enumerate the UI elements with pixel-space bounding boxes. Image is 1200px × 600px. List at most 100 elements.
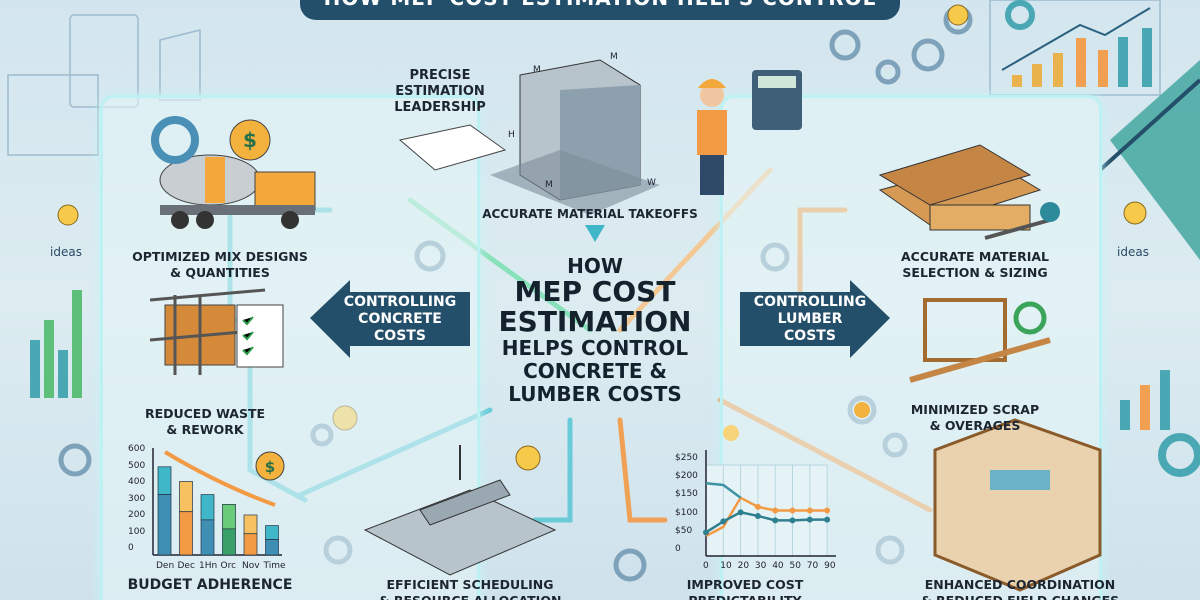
x-tick-label: Nov (242, 561, 260, 571)
data-point (754, 503, 761, 510)
center-title-line5: CONCRETE & (523, 359, 667, 383)
svg-text:$: $ (243, 128, 257, 152)
dollar-coin-icons: $ (255, 402, 870, 481)
controlling-lumber-arrow (740, 280, 890, 358)
blueprint-icon (398, 124, 507, 171)
label-precise-estimation: PRECISE ESTIMATION LEADERSHIP (394, 68, 486, 115)
data-point (772, 507, 779, 514)
bar-upper (265, 525, 279, 540)
budget-bar-chart (152, 448, 282, 556)
y-tick-label: $100 (675, 507, 698, 518)
x-tick-label: 10 (720, 561, 732, 571)
engineer-icon (697, 79, 727, 195)
center-title-how: HOW (567, 254, 623, 278)
data-point (772, 517, 779, 524)
bar-upper (222, 504, 236, 530)
y-tick-label: $250 (675, 453, 698, 463)
dim-m2: M (610, 52, 618, 62)
label-cost-predictability: IMPROVED COST PREDICTABILITY (686, 577, 804, 600)
y-tick-label: 300 (128, 493, 146, 504)
x-tick-label: Time (263, 561, 286, 571)
x-tick-label: 20 (737, 561, 750, 571)
bar-upper (243, 514, 258, 535)
ideas-label-right: ideas (1117, 245, 1149, 259)
svg-text:$: $ (265, 458, 275, 476)
concrete-mixer-truck-icon (159, 154, 316, 229)
x-tick-label: 70 (806, 561, 819, 571)
center-title-line4: HELPS CONTROL (501, 336, 689, 360)
saw-tape-icon (984, 202, 1060, 240)
x-tick-label: Orc (220, 561, 237, 571)
checklist-icon (236, 304, 284, 368)
label-efficient-scheduling: EFFICIENT SCHEDULING & RESOURCE ALLOCATI… (379, 577, 562, 600)
pie-icon (1158, 433, 1200, 477)
y-tick-label: 600 (128, 444, 146, 454)
x-tick-label: 30 (754, 561, 767, 571)
bar-lower (179, 511, 193, 556)
y-tick-label: 100 (128, 526, 146, 537)
recycle-icon (1013, 301, 1047, 335)
x-tick-label: 40 (772, 561, 784, 571)
label-mix-designs: OPTIMIZED MIX DESIGNS & QUANTITIES (132, 249, 308, 280)
building-isometric-icon (490, 59, 660, 215)
top-banner: HOW MEP COST ESTIMATION HELPS CONTROL (300, 0, 900, 20)
y-tick-label: $150 (675, 489, 698, 500)
x-tick-label: Dec (177, 561, 195, 571)
bar-upper (157, 466, 172, 495)
data-point (703, 529, 709, 536)
center-title-line6: LUMBER COSTS (508, 382, 682, 406)
lumber-stack-icon (878, 144, 1042, 231)
trend-arrow (163, 450, 276, 507)
calculator-icon-2 (752, 70, 802, 130)
deco-bars-right2 (1120, 370, 1170, 430)
deco-bars-right (1012, 28, 1152, 87)
bar-lower (200, 519, 215, 556)
label-reduced-waste: REDUCED WASTE & REWORK (144, 406, 266, 437)
y-tick-label: 0 (675, 544, 681, 554)
center-title-line3: ESTIMATION (498, 305, 692, 338)
dim-w: W (647, 178, 656, 188)
framing-icon (909, 298, 1051, 383)
controlling-lumber-label: CONTROLLING LUMBER COSTS (753, 293, 867, 344)
bar-lower (265, 539, 279, 556)
data-point (754, 512, 761, 519)
x-tick-label: 1Hn (199, 561, 218, 571)
bar-upper (200, 494, 215, 521)
label-enhanced-coordination: ENHANCED COORDINATION & REDUCED FIELD CH… (921, 577, 1119, 600)
x-tick-label: 90 (824, 561, 836, 571)
data-point (720, 518, 727, 525)
rebar-formwork-icon (149, 288, 266, 375)
dim-h: H (508, 130, 515, 140)
label-takeoffs: ACCURATE MATERIAL TAKEOFFS (482, 207, 698, 221)
dollar-gear-icon: $ (151, 116, 271, 164)
data-point (806, 516, 813, 523)
deco-bars-left (30, 290, 82, 398)
center-title: HOW MEP COST ESTIMATION HELPS CONTROL CO… (470, 255, 720, 406)
y-tick-label: 400 (128, 477, 146, 487)
x-tick-label: 50 (789, 561, 801, 571)
data-point (789, 517, 796, 524)
bar-lower (222, 528, 236, 556)
bar-lower (243, 533, 258, 556)
data-point (824, 516, 831, 523)
y-tick-label: $50 (675, 525, 693, 536)
y-tick-label: $200 (675, 471, 698, 482)
bar-lower (157, 494, 172, 556)
framed-building-icon (933, 418, 1102, 592)
ideas-label-left: ideas (50, 245, 82, 259)
y-tick-label: 0 (128, 543, 134, 553)
crane-slab-icon (363, 445, 557, 576)
center-title-line2: MEP COST (514, 275, 676, 308)
data-point (789, 507, 796, 514)
x-tick-label: 0 (703, 561, 709, 571)
data-point (806, 507, 813, 514)
data-point (824, 507, 831, 514)
y-tick-label: 200 (128, 510, 146, 520)
bar-upper (179, 481, 193, 513)
label-minimized-scrap: MINIMIZED SCRAP & OVERAGES (910, 402, 1040, 433)
controlling-concrete-label: CONTROLLING CONCRETE COSTS (343, 293, 457, 344)
down-arrow-icon (585, 225, 605, 242)
spreadsheet-icon (7, 74, 99, 156)
